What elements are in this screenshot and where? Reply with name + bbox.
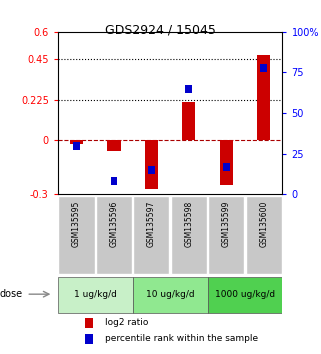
Bar — [58, 196, 95, 274]
Bar — [208, 276, 282, 313]
Bar — [85, 334, 93, 344]
Text: GSM135598: GSM135598 — [184, 201, 193, 247]
Text: GSM135597: GSM135597 — [147, 201, 156, 247]
Text: 10 ug/kg/d: 10 ug/kg/d — [146, 290, 195, 299]
Bar — [145, 140, 158, 189]
Bar — [133, 276, 208, 313]
Bar — [186, 85, 192, 93]
Bar — [85, 318, 93, 328]
Text: GDS2924 / 15045: GDS2924 / 15045 — [105, 23, 216, 36]
Bar — [133, 196, 169, 274]
Bar — [148, 166, 155, 174]
Bar — [257, 55, 270, 140]
Text: 1000 ug/kg/d: 1000 ug/kg/d — [215, 290, 275, 299]
Text: GSM135595: GSM135595 — [72, 201, 81, 247]
Bar — [208, 196, 244, 274]
Bar — [260, 64, 267, 72]
Bar — [220, 140, 233, 185]
Bar — [110, 177, 117, 185]
Text: percentile rank within the sample: percentile rank within the sample — [105, 334, 258, 343]
Text: 1 ug/kg/d: 1 ug/kg/d — [74, 290, 117, 299]
Bar — [58, 276, 133, 313]
Bar — [108, 140, 120, 151]
Bar — [246, 196, 282, 274]
Text: GSM135599: GSM135599 — [222, 201, 231, 247]
Text: GSM135596: GSM135596 — [109, 201, 118, 247]
Text: GSM135600: GSM135600 — [259, 201, 268, 247]
Bar — [223, 163, 230, 171]
Text: log2 ratio: log2 ratio — [105, 318, 148, 327]
Bar — [96, 196, 132, 274]
Bar — [182, 102, 195, 140]
Bar — [73, 142, 80, 149]
Text: dose: dose — [0, 289, 23, 299]
Bar — [171, 196, 207, 274]
Bar — [70, 140, 83, 144]
